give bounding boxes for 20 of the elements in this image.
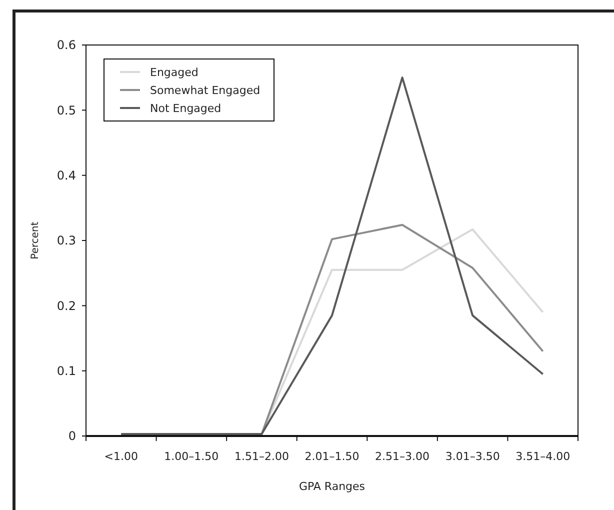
x-tick-label: 2.01–1.50: [304, 450, 360, 463]
y-tick-label: 0.5: [56, 103, 76, 118]
legend-label: Not Engaged: [150, 102, 222, 115]
x-axis-title: GPA Ranges: [298, 480, 366, 493]
y-axis-title: Percent: [30, 222, 41, 260]
x-tick-label: 3.01–3.50: [445, 450, 500, 463]
legend-label: Engaged: [150, 66, 198, 79]
y-tick-label: 0.4: [56, 168, 76, 183]
x-tick-label: 1.00–1.50: [164, 450, 219, 463]
x-tick-label: 1.51–2.00: [234, 450, 289, 463]
legend-label: Somewhat Engaged: [150, 84, 260, 97]
y-tick-label: 0.1: [56, 364, 76, 378]
y-tick-label: 0: [68, 429, 76, 444]
x-tick-label: 2.51–3.00: [375, 450, 430, 463]
x-tick-label: 3.51–4.00: [516, 450, 570, 463]
line-series: [120, 76, 544, 436]
y-tick-label: 0.2: [56, 298, 76, 313]
y-tick-label: 0.6: [56, 38, 76, 52]
y-tick-label: 0.3: [56, 234, 76, 248]
x-tick-label: <1.00: [104, 450, 138, 463]
